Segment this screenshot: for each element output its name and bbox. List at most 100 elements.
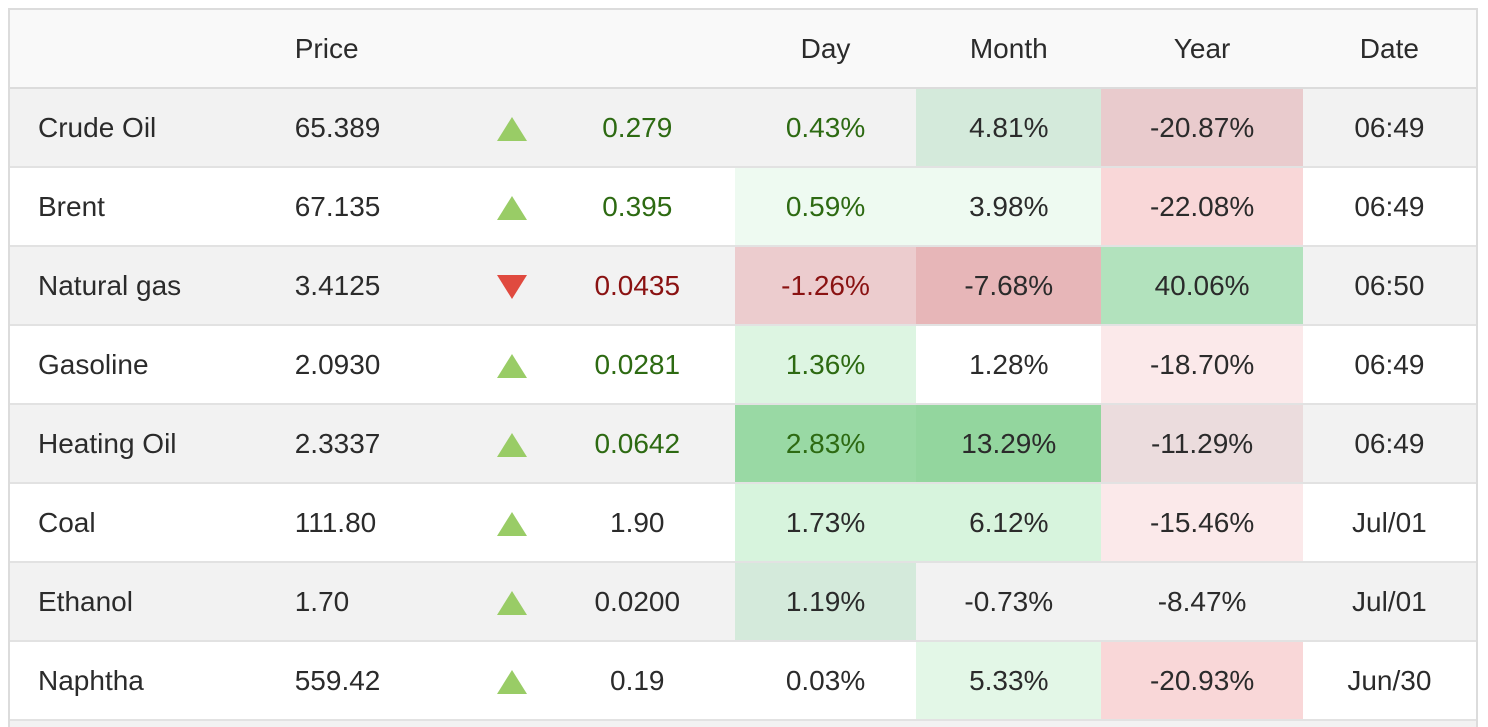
- commodity-name-link[interactable]: Naphtha: [10, 641, 266, 721]
- year-change-cell: -8.47%: [1101, 562, 1303, 642]
- date-cell: Jul/01: [1302, 562, 1476, 642]
- change-cell: 0.0642: [539, 404, 735, 484]
- table-row[interactable]: Gasoline 2.0930 0.0281 1.36% 1.28% -18.70% 06:…: [10, 325, 1476, 405]
- header-day[interactable]: Day: [734, 10, 917, 89]
- year-change-cell: -22.08%: [1101, 167, 1303, 247]
- month-change-cell: -7.68%: [916, 246, 1102, 326]
- triangle-up-icon: [496, 670, 527, 695]
- table-row[interactable]: Crude Oil 65.389 0.279 0.43% 4.81% -20.87% 06:…: [10, 88, 1476, 168]
- month-change-cell: 5.33%: [916, 641, 1102, 721]
- direction-cell: [446, 562, 540, 642]
- date-cell: 06:49: [1302, 167, 1476, 247]
- month-change-cell: 13.29%: [916, 404, 1102, 484]
- month-change-cell: 1.28%: [916, 325, 1102, 405]
- partial-cell: [539, 720, 735, 727]
- month-change-cell: 3.98%: [916, 167, 1102, 247]
- direction-cell: [446, 404, 540, 484]
- price-cell: 2.3337: [265, 404, 447, 484]
- date-cell: 06:50: [1302, 246, 1476, 326]
- commodity-name-link[interactable]: Natural gas: [10, 246, 266, 326]
- direction-cell: [446, 88, 540, 168]
- direction-cell: [446, 483, 540, 563]
- table-body: Crude Oil 65.389 0.279 0.43% 4.81% -20.87% 06:…: [10, 88, 1476, 727]
- month-change-cell: 6.12%: [916, 483, 1102, 563]
- change-cell: 0.0200: [539, 562, 735, 642]
- triangle-up-icon: [496, 591, 527, 616]
- triangle-up-icon: [496, 512, 527, 537]
- year-change-cell: -18.70%: [1101, 325, 1303, 405]
- change-cell: 0.19: [539, 641, 735, 721]
- date-cell: Jun/30: [1302, 641, 1476, 721]
- year-change-cell: -15.46%: [1101, 483, 1303, 563]
- change-cell: 1.90: [539, 483, 735, 563]
- triangle-up-icon: [496, 117, 527, 142]
- table-row[interactable]: Heating Oil 2.3337 0.0642 2.83% 13.29% -11.29…: [10, 404, 1476, 484]
- change-cell: 0.279: [539, 88, 735, 168]
- day-change-cell: 0.43%: [734, 88, 917, 168]
- triangle-down-icon: [496, 275, 527, 300]
- month-change-cell: 4.81%: [916, 88, 1102, 168]
- commodity-name-link[interactable]: Coal: [10, 483, 266, 563]
- commodity-name-link[interactable]: Brent: [10, 167, 266, 247]
- date-cell: 06:49: [1302, 325, 1476, 405]
- partial-cell: [734, 720, 917, 727]
- month-change-cell: -0.73%: [916, 562, 1102, 642]
- table-row[interactable]: Natural gas 3.4125 0.0435 -1.26% -7.68% 40.06…: [10, 246, 1476, 326]
- direction-cell: [446, 325, 540, 405]
- year-change-cell: -20.87%: [1101, 88, 1303, 168]
- day-change-cell: 0.59%: [734, 167, 917, 247]
- commodity-name-link[interactable]: Heating Oil: [10, 404, 266, 484]
- header-arrow: [446, 10, 540, 89]
- change-cell: 0.0435: [539, 246, 735, 326]
- day-change-cell: 1.73%: [734, 483, 917, 563]
- price-cell: 2.0930: [265, 325, 447, 405]
- day-change-cell: 1.36%: [734, 325, 917, 405]
- date-cell: Jul/01: [1302, 483, 1476, 563]
- table-header: Price Day Month Year Date: [10, 10, 1476, 89]
- direction-cell: [446, 246, 540, 326]
- table-row[interactable]: Ethanol 1.70 0.0200 1.19% -0.73% -8.47% Jul/01: [10, 562, 1476, 642]
- header-year[interactable]: Year: [1101, 10, 1303, 89]
- triangle-up-icon: [496, 433, 527, 458]
- date-cell: 06:49: [1302, 404, 1476, 484]
- partial-cell: [1302, 720, 1476, 727]
- date-cell: 06:49: [1302, 88, 1476, 168]
- header-name: [10, 10, 266, 89]
- triangle-up-icon: [496, 354, 527, 379]
- partial-cell: [916, 720, 1102, 727]
- header-price[interactable]: Price: [265, 10, 447, 89]
- year-change-cell: -11.29%: [1101, 404, 1303, 484]
- price-cell: 3.4125: [265, 246, 447, 326]
- day-change-cell: 0.03%: [734, 641, 917, 721]
- direction-cell: [446, 641, 540, 721]
- year-change-cell: 40.06%: [1101, 246, 1303, 326]
- commodity-name-link[interactable]: Ethanol: [10, 562, 266, 642]
- table-row[interactable]: Naphtha 559.42 0.19 0.03% 5.33% -20.93% Jun/30: [10, 641, 1476, 721]
- price-cell: 559.42: [265, 641, 447, 721]
- partial-cell: [265, 720, 447, 727]
- price-cell: 67.135: [265, 167, 447, 247]
- header-date[interactable]: Date: [1302, 10, 1476, 89]
- change-cell: 0.395: [539, 167, 735, 247]
- price-cell: 65.389: [265, 88, 447, 168]
- year-change-cell: -20.93%: [1101, 641, 1303, 721]
- day-change-cell: 2.83%: [734, 404, 917, 484]
- partial-cell: [446, 720, 540, 727]
- table-row[interactable]: Brent 67.135 0.395 0.59% 3.98% -22.08% 06:49: [10, 167, 1476, 247]
- triangle-up-icon: [496, 196, 527, 221]
- header-change: [539, 10, 735, 89]
- header-month[interactable]: Month: [916, 10, 1102, 89]
- direction-cell: [446, 167, 540, 247]
- day-change-cell: -1.26%: [734, 246, 917, 326]
- price-cell: 111.80: [265, 483, 447, 563]
- price-cell: 1.70: [265, 562, 447, 642]
- day-change-cell: 1.19%: [734, 562, 917, 642]
- partial-cell: [1101, 720, 1303, 727]
- table-row[interactable]: Coal 111.80 1.90 1.73% 6.12% -15.46% Jul/01: [10, 483, 1476, 563]
- commodities-table-container: Price Day Month Year Date Crude Oil 65.38…: [8, 8, 1478, 727]
- commodity-name-link[interactable]: Gasoline: [10, 325, 266, 405]
- table-row-partial: [10, 720, 1476, 727]
- partial-cell: [10, 720, 266, 727]
- commodity-name-link[interactable]: Crude Oil: [10, 88, 266, 168]
- commodities-table: Price Day Month Year Date Crude Oil 65.38…: [10, 10, 1476, 727]
